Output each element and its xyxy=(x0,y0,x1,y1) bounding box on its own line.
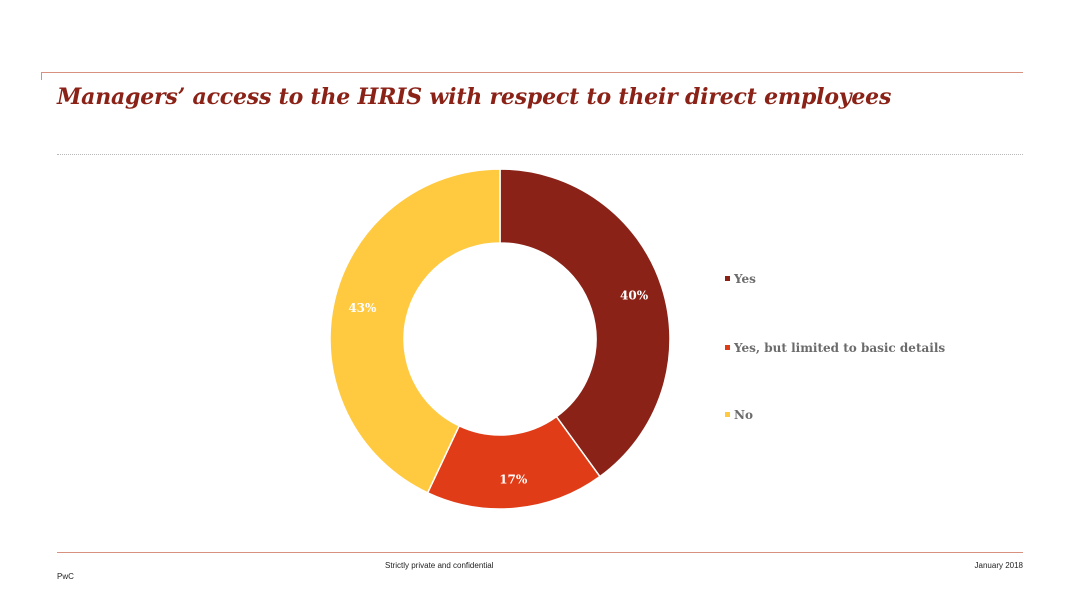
legend-item-no: No xyxy=(725,408,753,422)
footer-confidentiality: Strictly private and confidential xyxy=(385,561,494,570)
legend-item-yes-limited: Yes, but limited to basic details xyxy=(725,341,945,355)
legend-label-no: No xyxy=(734,408,753,422)
slice-yes xyxy=(499,168,671,478)
footer-brand: PwC xyxy=(57,572,74,581)
legend-swatch-yes xyxy=(725,276,730,281)
legend-swatch-yes-limited xyxy=(725,345,730,350)
slide-title: Managers’ access to the HRIS with respec… xyxy=(57,84,892,110)
footer-rule xyxy=(57,552,1023,553)
legend-swatch-no xyxy=(725,412,730,417)
data-label-no: 43% xyxy=(348,301,377,315)
legend-item-yes: Yes xyxy=(725,272,756,286)
legend-label-yes-limited: Yes, but limited to basic details xyxy=(734,341,946,355)
footer-date: January 2018 xyxy=(974,561,1023,570)
title-divider xyxy=(57,154,1023,155)
slice-no xyxy=(329,168,501,494)
legend-label-yes: Yes xyxy=(734,272,756,286)
data-label-yes-limited: 17% xyxy=(499,472,528,486)
top-rule-tick xyxy=(41,72,42,80)
data-label-yes: 40% xyxy=(620,288,649,302)
top-rule xyxy=(41,72,1023,73)
